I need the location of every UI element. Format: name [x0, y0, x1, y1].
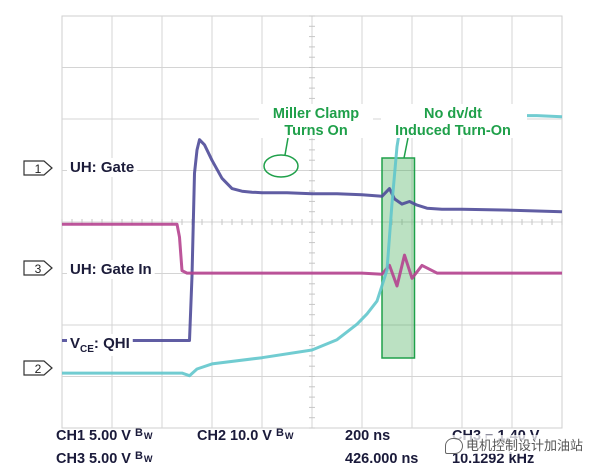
channel-1-label: UH: Gate — [70, 159, 134, 176]
dvdt-callout-line — [403, 137, 409, 159]
setting-ch2: CH2 10.0 V BW — [197, 427, 295, 444]
channel-3-label-bg — [67, 260, 155, 279]
setting-ch3: CH3 5.00 V BW — [56, 450, 154, 467]
channel-2-label: VCE: QHI — [70, 335, 130, 355]
miller-label-bg — [259, 104, 373, 138]
channel-markers: 1 UH: Gate 3 UH: Gate In 2 VCE: QHI — [23, 158, 155, 376]
channel-1-label-bg — [67, 158, 138, 177]
trace-ch3 — [62, 222, 562, 288]
dvdt-label-bg — [381, 104, 527, 138]
channel-2-marker — [23, 360, 53, 376]
miller-clamp-ellipse — [263, 154, 299, 178]
channel-3-marker — [23, 260, 53, 276]
dvdt-label: No dv/dt — [424, 106, 482, 122]
bw-limit-icon: BW — [134, 427, 154, 442]
channel-2-number: 2 — [35, 362, 42, 376]
channel-2-label-bg — [67, 334, 133, 356]
dvdt-label: Induced Turn-On — [395, 123, 511, 139]
watermark: 电机控制设计加油站 — [441, 434, 586, 454]
channel-3-label: UH: Gate In — [70, 261, 152, 278]
channel-1-number: 1 — [35, 162, 42, 176]
bw-limit-icon: BW — [134, 450, 154, 465]
timebase: 200 ns — [345, 428, 391, 444]
miller-clamp-label: Miller Clamp — [273, 106, 359, 122]
bw-limit-icon: BW — [275, 427, 295, 442]
trace-ch1 — [62, 138, 563, 342]
chat-bubble-icon — [444, 438, 463, 454]
trigger-frequency: 10.1292 kHz — [452, 451, 535, 467]
miller-callout-line — [284, 137, 289, 156]
trigger-position: 426.000 ns — [345, 451, 419, 467]
channel-3-number: 3 — [35, 262, 42, 276]
channel-1-marker — [23, 160, 53, 176]
setting-ch1: CH1 5.00 V BW — [56, 427, 154, 444]
miller-clamp-label: Turns On — [284, 123, 347, 139]
